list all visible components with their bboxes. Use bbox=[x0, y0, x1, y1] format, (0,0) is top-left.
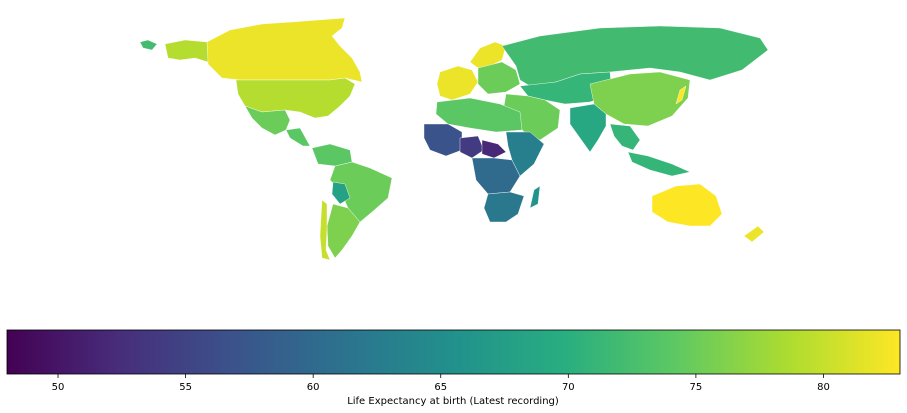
map-region-eastern-europe bbox=[477, 61, 521, 95]
colorbar-gradient bbox=[6, 329, 901, 375]
map-region-western-europe bbox=[436, 65, 479, 101]
world-map bbox=[139, 17, 769, 261]
colorbar-tick-label: 50 bbox=[52, 382, 65, 393]
map-region-japan bbox=[675, 85, 687, 105]
map-region-madagascar bbox=[529, 185, 541, 209]
map-region-canada bbox=[206, 17, 363, 83]
colorbar-label: Life Expectancy at birth (Latest recordi… bbox=[347, 396, 559, 407]
map-region-central-africa bbox=[471, 157, 521, 195]
map-region-alaska-usa bbox=[164, 39, 209, 63]
map-region-nigeria bbox=[459, 135, 485, 159]
map-region-southern-africa bbox=[483, 191, 525, 223]
map-region-indonesia bbox=[627, 151, 691, 177]
colorbar-ticks: 50 55 60 65 70 75 80 bbox=[52, 374, 830, 393]
colorbar-tick-label: 65 bbox=[434, 382, 447, 393]
colorbar-tick-label: 55 bbox=[179, 382, 192, 393]
map-region-india bbox=[569, 103, 607, 153]
map-region-north-africa bbox=[435, 97, 523, 133]
map-region-greenland bbox=[139, 39, 158, 51]
colorbar: 50 55 60 65 70 75 80 Life Expectancy at birth … bbox=[6, 329, 901, 407]
map-region-colombia-venezuela bbox=[311, 143, 353, 167]
map-region-east-africa bbox=[505, 131, 545, 177]
colorbar-tick-label: 70 bbox=[562, 382, 575, 393]
colorbar-tick-label: 80 bbox=[817, 382, 830, 393]
map-region-central-america bbox=[285, 127, 311, 147]
map-region-chile bbox=[319, 199, 331, 261]
map-regions bbox=[139, 17, 769, 261]
map-region-west-africa bbox=[423, 123, 463, 157]
map-region-new-zealand bbox=[743, 225, 765, 243]
map-region-australia bbox=[651, 183, 723, 227]
colorbar-tick-label: 75 bbox=[690, 382, 703, 393]
map-region-bolivia bbox=[331, 181, 351, 205]
map-region-southeast-asia bbox=[609, 123, 641, 151]
map-region-argentina bbox=[326, 203, 361, 259]
map-region-chad-central-african-republic bbox=[481, 139, 507, 159]
colorbar-tick-label: 60 bbox=[307, 382, 320, 393]
